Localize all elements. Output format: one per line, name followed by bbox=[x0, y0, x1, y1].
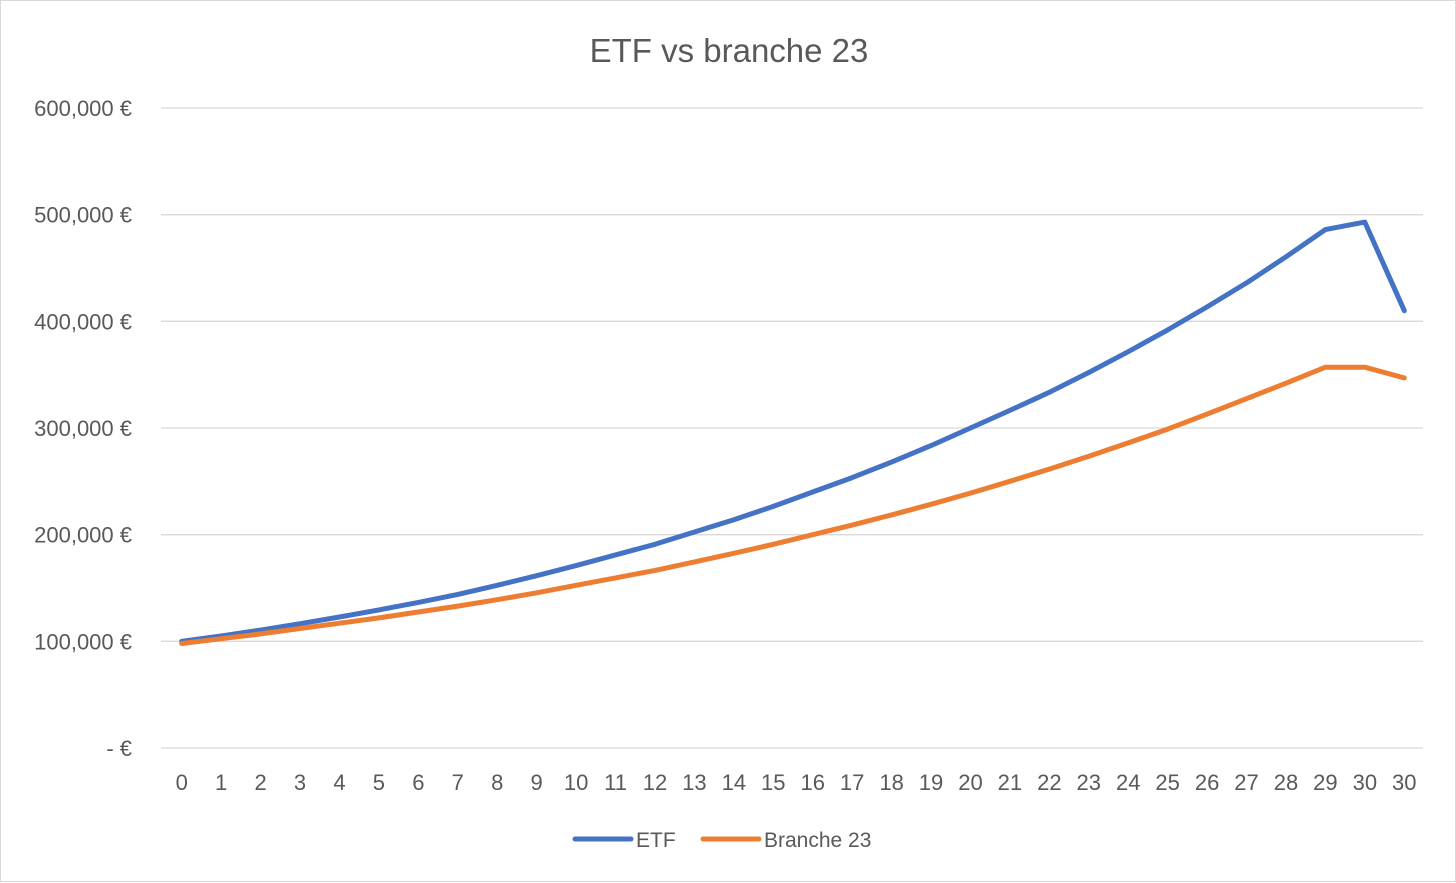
y-tick-label: 500,000 € bbox=[34, 203, 132, 228]
x-tick-label: 22 bbox=[1037, 770, 1061, 795]
x-tick-label: 2 bbox=[254, 770, 266, 795]
y-axis-labels: - € 100,000 € 200,000 € 300,000 € 400,000 € 5… bbox=[34, 96, 132, 761]
legend-label: Branche 23 bbox=[764, 829, 871, 852]
legend-label: ETF bbox=[636, 829, 676, 852]
y-tick-label: - € bbox=[106, 736, 132, 761]
x-tick-label: 19 bbox=[919, 770, 943, 795]
x-tick-label: 10 bbox=[564, 770, 588, 795]
x-tick-label: 23 bbox=[1077, 770, 1101, 795]
x-tick-label: 16 bbox=[800, 770, 824, 795]
x-tick-label: 29 bbox=[1313, 770, 1337, 795]
x-tick-label: 7 bbox=[452, 770, 464, 795]
y-tick-label: 600,000 € bbox=[34, 96, 132, 121]
x-tick-label: 30 bbox=[1392, 770, 1416, 795]
x-tick-label: 28 bbox=[1274, 770, 1298, 795]
y-tick-label: 300,000 € bbox=[34, 416, 132, 441]
x-tick-label: 21 bbox=[998, 770, 1022, 795]
legend: ETF Branche 23 bbox=[572, 829, 871, 852]
y-tick-label: 400,000 € bbox=[34, 309, 132, 334]
x-tick-label: 12 bbox=[643, 770, 667, 795]
x-axis-labels: 0 1 2 3 4 5 6 7 8 9 10 11 12 13 14 15 16 17 18 19 20 21 22 23 24… bbox=[176, 770, 1417, 795]
series-line-branche-23 bbox=[179, 364, 1407, 646]
x-tick-label: 6 bbox=[412, 770, 424, 795]
x-tick-label: 13 bbox=[682, 770, 706, 795]
gridlines bbox=[161, 107, 1423, 749]
x-tick-label: 0 bbox=[176, 770, 188, 795]
series-line-etf bbox=[179, 219, 1407, 644]
x-tick-label: 30 bbox=[1353, 770, 1377, 795]
x-tick-label: 20 bbox=[958, 770, 982, 795]
x-tick-label: 4 bbox=[333, 770, 345, 795]
x-tick-label: 8 bbox=[491, 770, 503, 795]
series-lines bbox=[179, 219, 1407, 646]
x-tick-label: 1 bbox=[215, 770, 227, 795]
x-tick-label: 11 bbox=[604, 770, 627, 795]
y-tick-label: 100,000 € bbox=[34, 629, 132, 654]
x-tick-label: 27 bbox=[1234, 770, 1258, 795]
x-tick-label: 17 bbox=[840, 770, 864, 795]
chart-title: ETF vs branche 23 bbox=[590, 32, 869, 69]
y-tick-label: 200,000 € bbox=[34, 523, 132, 548]
x-tick-label: 24 bbox=[1116, 770, 1140, 795]
x-tick-label: 26 bbox=[1195, 770, 1219, 795]
x-tick-label: 9 bbox=[531, 770, 543, 795]
x-tick-label: 14 bbox=[722, 770, 746, 795]
x-tick-label: 3 bbox=[294, 770, 306, 795]
x-tick-label: 18 bbox=[879, 770, 903, 795]
x-tick-label: 5 bbox=[373, 770, 385, 795]
x-tick-label: 25 bbox=[1155, 770, 1179, 795]
x-tick-label: 15 bbox=[761, 770, 785, 795]
